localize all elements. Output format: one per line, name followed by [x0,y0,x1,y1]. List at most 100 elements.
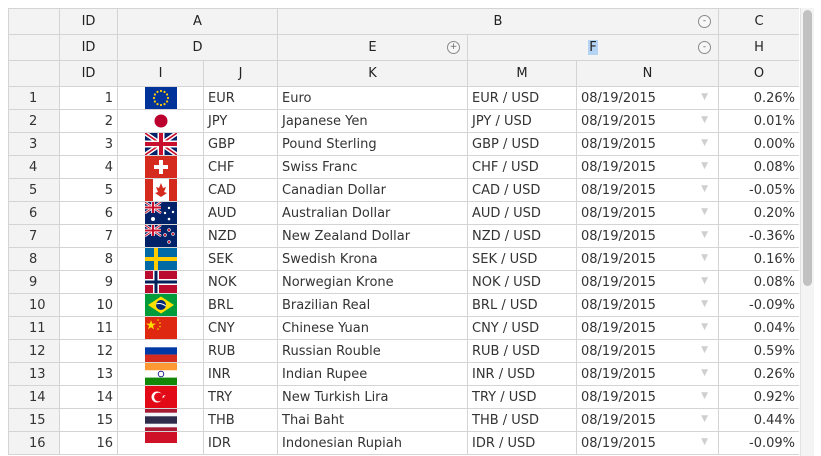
currency-pair-cell[interactable]: AUD / USD [467,201,577,225]
column-header-j[interactable]: J [203,60,278,87]
id-cell[interactable]: 5 [59,178,118,202]
flag-cell[interactable] [117,316,204,340]
column-header-a[interactable]: A [117,8,278,35]
date-cell[interactable]: 08/19/2015 ▼ [575,270,720,294]
currency-name-cell[interactable]: Swedish Krona [277,247,468,271]
change-cell[interactable]: -0.09% [718,293,799,317]
flag-cell[interactable] [117,385,204,409]
currency-code-cell[interactable]: NOK [203,270,278,294]
change-cell[interactable]: 0.16% [718,247,799,271]
currency-code-cell[interactable]: EUR [203,86,278,110]
column-header-o[interactable]: O [718,60,799,87]
row-number[interactable]: 2 [8,109,60,133]
date-cell[interactable]: 08/19/2015 ▼ [575,201,720,225]
date-cell[interactable]: 08/19/2015 ▼ [575,86,720,110]
id-cell[interactable]: 2 [59,109,118,133]
flag-cell[interactable] [117,293,204,317]
change-cell[interactable]: 0.26% [718,86,799,110]
currency-code-cell[interactable]: IDR [203,431,278,455]
currency-pair-cell[interactable]: NOK / USD [467,270,577,294]
currency-name-cell[interactable]: Indian Rupee [277,362,468,386]
date-cell[interactable]: 08/19/2015 ▼ [575,339,720,363]
change-cell[interactable]: -0.36% [718,224,799,248]
currency-code-cell[interactable]: CAD [203,178,278,202]
id-cell[interactable]: 10 [59,293,118,317]
row-number[interactable]: 16 [8,431,60,455]
currency-code-cell[interactable]: CHF [203,155,278,179]
flag-cell[interactable] [117,132,204,156]
currency-code-cell[interactable]: NZD [203,224,278,248]
id-cell[interactable]: 7 [59,224,118,248]
date-cell[interactable]: 08/19/2015 ▼ [575,316,720,340]
row-number[interactable]: 13 [8,362,60,386]
dropdown-arrow-icon[interactable]: ▼ [701,345,709,355]
currency-name-cell[interactable]: Norwegian Krone [277,270,468,294]
column-header-id[interactable]: ID [59,34,118,61]
currency-name-cell[interactable]: New Turkish Lira [277,385,468,409]
flag-cell[interactable] [117,270,204,294]
row-number[interactable]: 15 [8,408,60,432]
currency-pair-cell[interactable]: CAD / USD [467,178,577,202]
currency-name-cell[interactable]: Indonesian Rupiah [277,431,468,455]
currency-pair-cell[interactable]: GBP / USD [467,132,577,156]
currency-code-cell[interactable]: TRY [203,385,278,409]
currency-pair-cell[interactable]: TRY / USD [467,385,577,409]
column-header-m[interactable]: M [467,60,577,87]
scrollbar-thumb[interactable] [803,10,812,286]
date-cell[interactable]: 08/19/2015 ▼ [575,109,720,133]
id-cell[interactable]: 9 [59,270,118,294]
currency-name-cell[interactable]: Euro [277,86,468,110]
change-cell[interactable]: 0.08% [718,270,799,294]
row-number[interactable]: 6 [8,201,60,225]
column-header-d[interactable]: D [117,34,278,61]
dropdown-arrow-icon[interactable]: ▼ [701,207,709,217]
currency-pair-cell[interactable]: NZD / USD [467,224,577,248]
dropdown-arrow-icon[interactable]: ▼ [701,184,709,194]
currency-pair-cell[interactable]: BRL / USD [467,293,577,317]
collapse-icon[interactable]: - [698,41,712,54]
dropdown-arrow-icon[interactable]: ▼ [701,161,709,171]
flag-cell[interactable] [117,224,204,248]
date-cell[interactable]: 08/19/2015 ▼ [575,362,720,386]
currency-code-cell[interactable]: AUD [203,201,278,225]
currency-pair-cell[interactable]: INR / USD [467,362,577,386]
dropdown-arrow-icon[interactable]: ▼ [701,230,709,240]
change-cell[interactable]: 0.00% [718,132,799,156]
date-cell[interactable]: 08/19/2015 ▼ [575,247,720,271]
flag-cell[interactable] [117,431,204,455]
currency-code-cell[interactable]: GBP [203,132,278,156]
column-header-h[interactable]: H [718,34,799,61]
id-cell[interactable]: 14 [59,385,118,409]
row-number[interactable]: 5 [8,178,60,202]
flag-cell[interactable] [117,362,204,386]
change-cell[interactable]: 0.01% [718,109,799,133]
change-cell[interactable]: 0.59% [718,339,799,363]
flag-cell[interactable] [117,339,204,363]
row-number[interactable]: 11 [8,316,60,340]
id-cell[interactable]: 12 [59,339,118,363]
vertical-scrollbar[interactable] [800,8,814,456]
id-cell[interactable]: 13 [59,362,118,386]
column-header-e[interactable]: E + [277,34,468,61]
flag-cell[interactable] [117,109,204,133]
id-cell[interactable]: 3 [59,132,118,156]
row-number[interactable]: 12 [8,339,60,363]
currency-name-cell[interactable]: Chinese Yuan [277,316,468,340]
dropdown-arrow-icon[interactable]: ▼ [701,368,709,378]
currency-code-cell[interactable]: SEK [203,247,278,271]
change-cell[interactable]: -0.09% [718,431,799,455]
currency-pair-cell[interactable]: CHF / USD [467,155,577,179]
change-cell[interactable]: 0.26% [718,362,799,386]
id-cell[interactable]: 15 [59,408,118,432]
id-cell[interactable]: 11 [59,316,118,340]
currency-name-cell[interactable]: Thai Baht [277,408,468,432]
id-cell[interactable]: 16 [59,431,118,455]
id-cell[interactable]: 4 [59,155,118,179]
dropdown-arrow-icon[interactable]: ▼ [701,322,709,332]
column-header-id[interactable]: ID [59,60,118,87]
id-cell[interactable]: 8 [59,247,118,271]
change-cell[interactable]: 0.20% [718,201,799,225]
currency-name-cell[interactable]: Swiss Franc [277,155,468,179]
column-header-k[interactable]: K [277,60,468,87]
date-cell[interactable]: 08/19/2015 ▼ [575,385,720,409]
